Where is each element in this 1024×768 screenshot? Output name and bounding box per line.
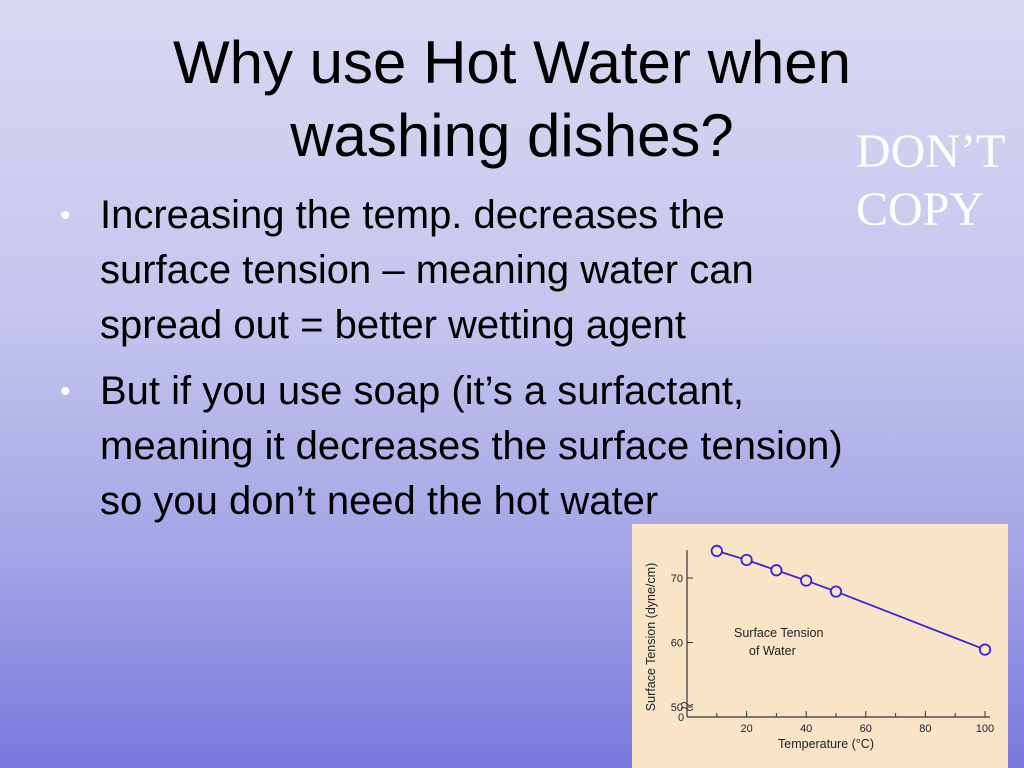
bullet-list: • Increasing the temp. decreases the sur… [58,188,968,540]
data-point [829,585,843,598]
data-point [800,574,813,587]
y-tick-label: 60 [671,638,683,650]
chart-annotation-line-1: Surface Tension [734,626,823,640]
surface-tension-chart: 0 20 40 60 80 100 50 60 70 Surface Tension of Wa… [632,524,1008,768]
data-point [770,564,783,577]
chart-points [710,544,992,656]
bullet-text-line: Increasing the temp. decreases the [100,193,725,237]
bullet-marker: • [60,199,71,232]
bullet-text-line: so you don’t need the hot water [100,479,659,523]
y-axis-title: Surface Tension (dyne/cm) [644,563,658,711]
x-tick-label: 20 [740,723,752,735]
data-point [740,553,753,567]
bullet-text-line: spread out = better wetting agent [100,303,686,347]
x-axis-title: Temperature (°C) [778,737,874,751]
chart-ticks: 0 20 40 60 80 100 50 60 70 [671,573,994,735]
bullet-text-line: surface tension – meaning water can [100,248,754,292]
bullet-item: • Increasing the temp. decreases the sur… [58,188,968,353]
data-point [978,643,992,656]
title-line-2: washing dishes? [290,102,734,169]
bullet-text-line: But if you use soap (it’s a surfactant, [100,369,745,413]
stamp-line-2: COPY [856,183,985,236]
stamp-line-1: DON’T [856,125,1006,178]
data-point [710,544,723,558]
bullet-text-line: meaning it decreases the surface tension… [100,424,843,468]
bullet-item: • But if you use soap (it’s a surfactant… [58,364,968,529]
x-tick-label: 100 [976,723,994,735]
y-tick-label: 70 [671,573,683,585]
x-tick-label: 0 [678,712,684,724]
bullet-marker: • [60,375,71,408]
x-tick-label: 80 [919,723,931,735]
y-tick-label: 50 [671,702,683,714]
chart-annotation-line-2: of Water [749,644,796,658]
x-tick-label: 60 [860,723,872,735]
title-line-1: Why use Hot Water when [172,29,852,96]
slide-title: Why use Hot Water when washing dishes? [100,26,924,172]
dont-copy-stamp: DON’T COPY [856,123,1005,239]
x-tick-label: 40 [800,723,812,735]
chart-svg: 0 20 40 60 80 100 50 60 70 Surface Tension of Wa… [644,544,994,751]
axis-break-mark [680,702,694,711]
